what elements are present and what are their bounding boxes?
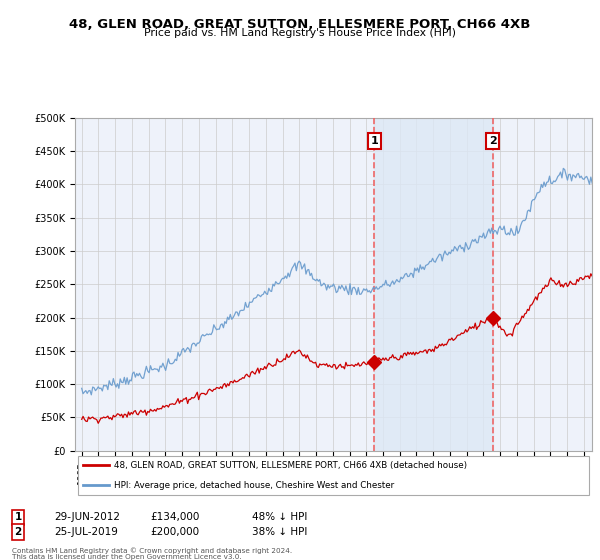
Text: HPI: Average price, detached house, Cheshire West and Chester: HPI: Average price, detached house, Ches… [114,481,394,490]
Text: Contains HM Land Registry data © Crown copyright and database right 2024.: Contains HM Land Registry data © Crown c… [12,548,292,554]
Text: 48, GLEN ROAD, GREAT SUTTON, ELLESMERE PORT, CH66 4XB: 48, GLEN ROAD, GREAT SUTTON, ELLESMERE P… [70,18,530,31]
Bar [374,118,493,451]
Text: 2: 2 [489,136,497,146]
Text: 1: 1 [371,136,379,146]
Text: £200,000: £200,000 [150,527,199,537]
Text: This data is licensed under the Open Government Licence v3.0.: This data is licensed under the Open Gov… [12,554,242,560]
Text: 38% ↓ HPI: 38% ↓ HPI [252,527,307,537]
Text: 48, GLEN ROAD, GREAT SUTTON, ELLESMERE PORT, CH66 4XB (detached house): 48, GLEN ROAD, GREAT SUTTON, ELLESMERE P… [114,461,467,470]
FancyBboxPatch shape [77,456,589,495]
Text: 2: 2 [14,527,22,537]
Text: 1: 1 [14,512,22,522]
Text: 29-JUN-2012: 29-JUN-2012 [54,512,120,522]
Text: £134,000: £134,000 [150,512,199,522]
Text: 48% ↓ HPI: 48% ↓ HPI [252,512,307,522]
Text: 25-JUL-2019: 25-JUL-2019 [54,527,118,537]
Text: Price paid vs. HM Land Registry's House Price Index (HPI): Price paid vs. HM Land Registry's House … [144,28,456,38]
